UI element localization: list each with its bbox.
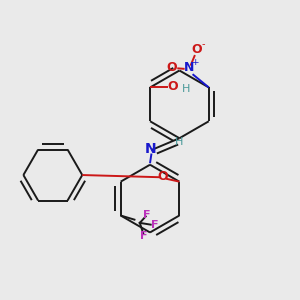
Text: H: H (175, 137, 183, 147)
Text: O: O (167, 61, 177, 74)
Text: -: - (201, 39, 205, 50)
Text: O: O (191, 43, 202, 56)
Text: +: + (191, 58, 198, 67)
Text: F: F (143, 210, 151, 220)
Text: F: F (140, 231, 148, 241)
Text: N: N (145, 142, 156, 156)
Text: O: O (167, 80, 178, 93)
Text: H: H (182, 84, 190, 94)
Text: F: F (151, 220, 158, 230)
Text: N: N (184, 61, 194, 74)
Text: O: O (158, 170, 168, 183)
